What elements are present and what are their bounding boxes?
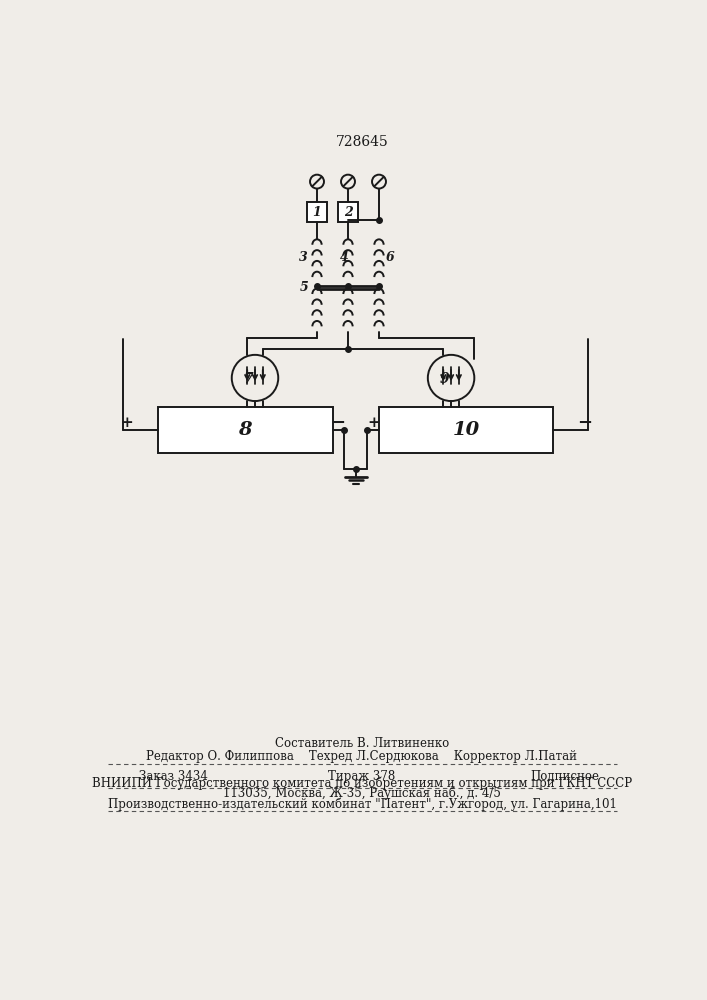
Text: Производственно-издательский комбинат "Патент", г.Ужгород, ул. Гагарина,101: Производственно-издательский комбинат "П… <box>107 797 617 811</box>
Text: 728645: 728645 <box>336 135 388 149</box>
Text: 8: 8 <box>238 421 252 439</box>
Bar <box>307 202 327 222</box>
Text: 1: 1 <box>312 206 322 219</box>
Text: 6: 6 <box>385 251 395 264</box>
Bar <box>158 407 332 453</box>
Text: 113035, Москва, Ж-35, Раушская наб., д. 4/5: 113035, Москва, Ж-35, Раушская наб., д. … <box>223 787 501 800</box>
Text: 9: 9 <box>440 372 450 386</box>
Text: −: − <box>330 414 346 432</box>
Text: Составитель В. Литвиненко: Составитель В. Литвиненко <box>275 737 449 750</box>
Text: +: + <box>367 416 380 430</box>
Text: Тираж 378: Тираж 378 <box>328 770 396 783</box>
Text: 4: 4 <box>340 251 349 264</box>
Text: ВНИИПИ Государственного комитета по изобретениям и открытиям при ГКНТ СССР: ВНИИПИ Государственного комитета по изоб… <box>92 777 632 790</box>
Text: Редактор О. Филиппова    Техред Л.Сердюкова    Корректор Л.Патай: Редактор О. Филиппова Техред Л.Сердюкова… <box>146 750 578 763</box>
Text: Заказ 3434: Заказ 3434 <box>139 770 208 783</box>
Text: 5: 5 <box>300 281 309 294</box>
Text: +: + <box>121 416 134 430</box>
Text: 7: 7 <box>244 372 254 386</box>
Text: 3: 3 <box>298 251 308 264</box>
Text: −: − <box>577 414 592 432</box>
Bar <box>338 202 358 222</box>
Bar <box>379 407 554 453</box>
Text: 10: 10 <box>452 421 480 439</box>
Text: Подписное: Подписное <box>530 770 599 783</box>
Text: 2: 2 <box>344 206 352 219</box>
